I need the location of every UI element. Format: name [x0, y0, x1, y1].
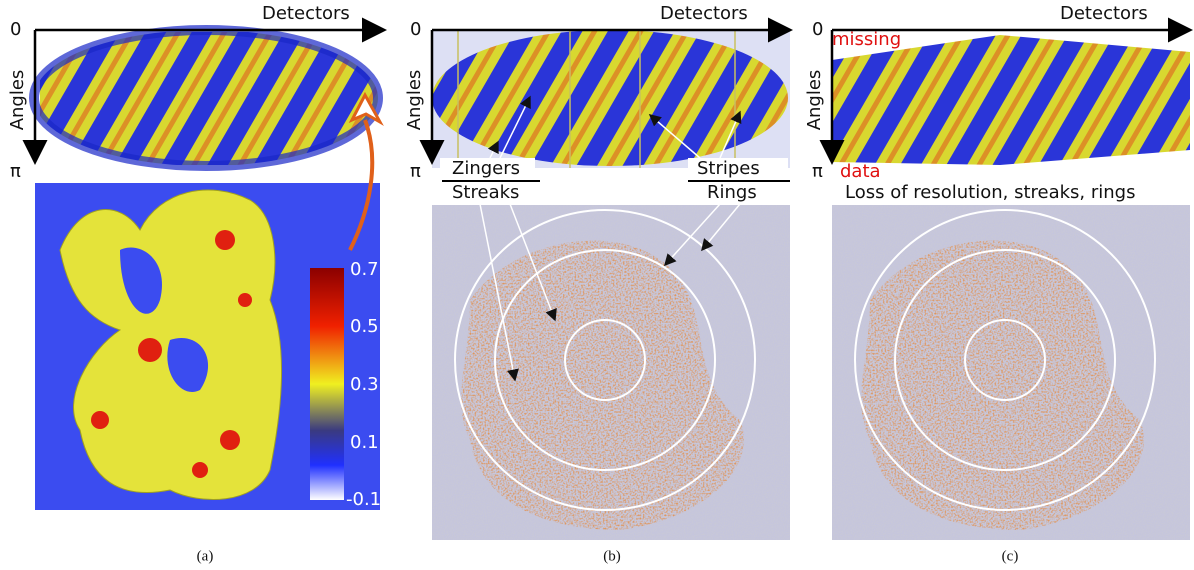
axis-label: Detectors — [262, 3, 350, 24]
annotation: missing — [832, 29, 901, 50]
caption: Loss of resolution, streaks, rings — [845, 182, 1135, 203]
colorbar-tick: 0.3 — [350, 374, 379, 395]
axis-end: π — [10, 161, 21, 182]
colorbar-tick: 0.5 — [350, 316, 379, 337]
colorbar-tick: 0.7 — [350, 259, 379, 280]
colorbar-tick: -0.1 — [346, 489, 381, 510]
axis-label: Detectors — [1060, 3, 1148, 24]
annotation: Streaks — [452, 182, 519, 203]
axis-end: π — [410, 161, 421, 182]
sinogram-b — [432, 30, 790, 168]
axis-start: 0 — [812, 19, 823, 40]
annotation: data — [840, 161, 881, 182]
axis-label: Angles — [7, 70, 28, 131]
axis-label: Angles — [404, 70, 425, 131]
panel-label: (b) — [603, 548, 621, 564]
reconstruction-a: 0.7 0.5 0.3 0.1 -0.1 — [35, 183, 381, 510]
reconstruction-b — [432, 205, 790, 540]
panel-label: (a) — [197, 548, 214, 564]
axis-end: π — [812, 161, 823, 182]
annotation: Stripes — [697, 158, 760, 179]
annotation: Rings — [707, 182, 757, 203]
colorbar-tick: 0.1 — [350, 432, 379, 453]
sinogram-c — [832, 30, 1190, 168]
panel-label: (c) — [1002, 548, 1019, 564]
figure: 0.7 0.5 0.3 0.1 -0.1 Detectors 0 π Angle… — [0, 0, 1194, 570]
reconstruction-c — [832, 205, 1190, 540]
axis-start: 0 — [410, 19, 421, 40]
axis-label: Angles — [804, 70, 825, 131]
axis-label: Detectors — [660, 3, 748, 24]
annotation: Zingers — [452, 158, 520, 179]
sinogram-a — [34, 30, 380, 166]
axis-start: 0 — [10, 19, 21, 40]
